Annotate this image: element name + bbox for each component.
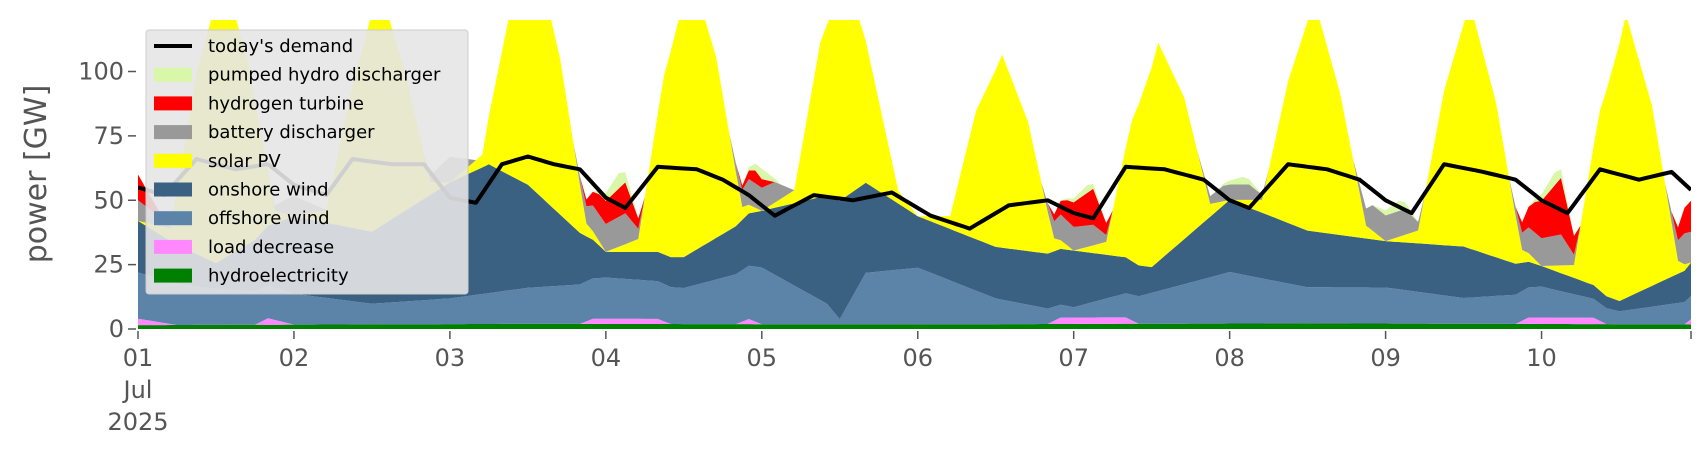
legend-swatch-battery-discharger xyxy=(154,125,192,140)
x-tick-label: 09 xyxy=(1370,344,1401,372)
area-hydroelectricity xyxy=(138,323,1691,329)
x-tick-label: 05 xyxy=(747,344,778,372)
x-tick-label: 02 xyxy=(279,344,310,372)
y-tick-label: 0 xyxy=(109,315,124,343)
y-tick-label: 25 xyxy=(93,251,124,279)
y-tick-label: 100 xyxy=(78,58,124,86)
y-tick-label: 75 xyxy=(93,122,124,150)
x-tick-label: 06 xyxy=(902,344,933,372)
area-hydrogen-turbine xyxy=(138,20,1691,255)
x-tick-label: 03 xyxy=(435,344,466,372)
legend-swatch-hydroelectricity xyxy=(154,268,192,283)
area-load-decrease xyxy=(138,317,1691,326)
legend-label-load-decrease: load decrease xyxy=(208,237,334,258)
legend-label-hydroelectricity: hydroelectricity xyxy=(208,266,349,287)
legend-swatch-hydrogen-turbine xyxy=(154,96,192,111)
x-tick-label: 08 xyxy=(1214,344,1245,372)
x-tick-label: 04 xyxy=(591,344,622,372)
area-onshore-wind xyxy=(138,164,1691,320)
y-axis-label: power [GW] xyxy=(19,85,54,264)
legend-label-onshore-wind: onshore wind xyxy=(208,180,329,201)
axes: 0 25 50 75 100 01 Jul 2025 02 03 04 05 06 07 08 09 10 xyxy=(78,58,1692,436)
area-battery-discharger xyxy=(138,20,1691,266)
stacked-areas xyxy=(138,20,1691,329)
legend-swatch-pumped-hydro-discharger xyxy=(154,67,192,82)
legend-label-today-s-demand: today's demand xyxy=(208,36,353,57)
legend: today's demand pumped hydro discharger hyd… xyxy=(145,29,469,295)
area-solar-pv xyxy=(138,20,1691,301)
x-tick-label: Jul xyxy=(122,376,153,404)
y-tick-label: 50 xyxy=(93,186,124,214)
x-tick-label: 07 xyxy=(1058,344,1089,372)
legend-swatch-load-decrease xyxy=(154,239,192,254)
legend-label-hydrogen-turbine: hydrogen turbine xyxy=(208,93,364,114)
legend-swatch-solar-pv xyxy=(154,153,192,168)
x-tick-label: 2025 xyxy=(107,408,168,436)
legend-label-battery-discharger: battery discharger xyxy=(208,122,375,143)
area-offshore-wind xyxy=(138,265,1691,325)
plot-area xyxy=(138,20,1691,329)
legend-swatch-offshore-wind xyxy=(154,211,192,226)
x-tick-label: 01 xyxy=(123,344,154,372)
legend-box xyxy=(145,29,469,295)
legend-label-pumped-hydro-discharger: pumped hydro discharger xyxy=(208,65,441,86)
legend-label-solar-pv: solar PV xyxy=(208,151,281,172)
legend-label-offshore-wind: offshore wind xyxy=(208,208,330,229)
x-tick-label: 10 xyxy=(1526,344,1557,372)
legend-swatch-onshore-wind xyxy=(154,182,192,197)
